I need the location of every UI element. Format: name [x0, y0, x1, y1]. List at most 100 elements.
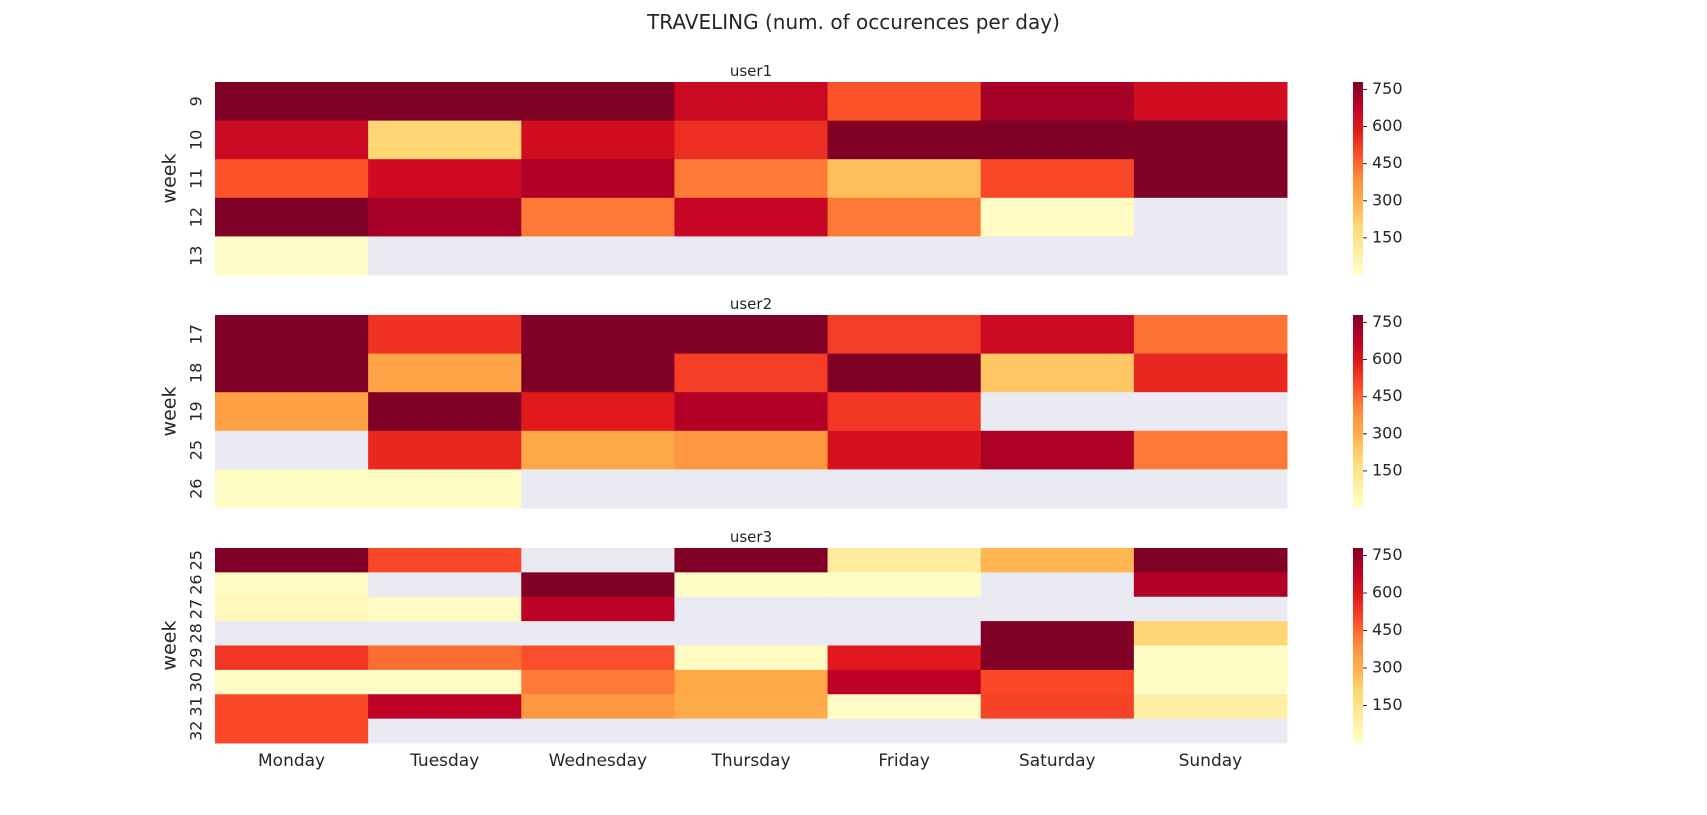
- heatmap-cell: [368, 430, 522, 470]
- heatmap-cell: [521, 669, 675, 695]
- heatmap-cell: [674, 159, 829, 199]
- y-tick-label: 28: [187, 623, 206, 643]
- heatmap-cell: [827, 236, 982, 276]
- colorbar-tick-label: 150: [1372, 227, 1403, 246]
- y-tick-label: 13: [187, 246, 206, 266]
- heatmap-cell: [674, 353, 829, 393]
- y-tick-label: 11: [187, 168, 206, 188]
- heatmap-cell: [521, 718, 675, 744]
- heatmap-cell: [521, 197, 675, 237]
- x-tick-label: Wednesday: [549, 751, 647, 771]
- heatmap-cell: [674, 469, 829, 509]
- y-tick-label: 26: [187, 574, 206, 594]
- colorbar-user1: [1353, 82, 1363, 275]
- y-tick-label: 30: [187, 672, 206, 692]
- heatmap-cell: [980, 645, 1135, 671]
- heatmap-cell: [215, 596, 369, 622]
- heatmap-cell: [368, 392, 522, 432]
- heatmap-cell: [827, 197, 982, 237]
- heatmap-cell: [1133, 669, 1288, 695]
- heatmap-cell: [1133, 315, 1288, 355]
- y-tick-label: 9: [187, 96, 206, 106]
- heatmap-cell: [827, 572, 982, 598]
- colorbar-tick-label: 450: [1372, 153, 1403, 172]
- y-tick-label: 19: [187, 401, 206, 421]
- heatmap-cell: [521, 694, 675, 720]
- heatmap-cell: [368, 694, 522, 720]
- heatmap-cell: [674, 596, 829, 622]
- heatmap-cell: [368, 469, 522, 509]
- heatmap-cell: [674, 82, 829, 122]
- colorbar-tick-label: 300: [1372, 423, 1403, 442]
- heatmap-cell: [215, 82, 369, 122]
- heatmap-cell: [521, 596, 675, 622]
- heatmap-cell: [674, 694, 829, 720]
- heatmap-cell: [674, 120, 829, 160]
- heatmap-cell: [215, 572, 369, 598]
- heatmap-cell: [827, 315, 982, 355]
- heatmap-cell: [980, 120, 1135, 160]
- heatmap-cell: [368, 315, 522, 355]
- heatmap-cell: [980, 718, 1135, 744]
- heatmap-cell: [521, 392, 675, 432]
- heatmap-cell: [368, 548, 522, 573]
- y-tick-label: 27: [187, 599, 206, 619]
- heatmap-cell: [827, 353, 982, 393]
- heatmap-cell: [827, 82, 982, 122]
- heatmap-cell: [980, 430, 1135, 470]
- panel-title-user2: user2: [730, 295, 772, 313]
- heatmap-cell: [215, 353, 369, 393]
- heatmap-cell: [980, 621, 1135, 646]
- heatmap-cell: [521, 572, 675, 598]
- panel-title-user1: user1: [730, 62, 772, 80]
- heatmap-cell: [215, 548, 369, 573]
- heatmap-cell: [1133, 159, 1288, 199]
- heatmap-cell: [368, 596, 522, 622]
- y-tick-label: 12: [187, 207, 206, 227]
- colorbar-tick-label: 600: [1372, 583, 1403, 602]
- heatmap-cell: [1133, 469, 1288, 509]
- heatmap-cell: [215, 236, 369, 276]
- heatmap-cell: [215, 120, 369, 160]
- heatmap-cell: [368, 572, 522, 598]
- heatmap-cell: [521, 469, 675, 509]
- heatmap-cell: [368, 645, 522, 671]
- heatmap-cell: [215, 718, 369, 744]
- colorbar-tick-label: 450: [1372, 386, 1403, 405]
- heatmap-cell: [674, 718, 829, 744]
- heatmap-cell: [827, 548, 982, 573]
- heatmap-cell: [827, 718, 982, 744]
- heatmap-cell: [674, 669, 829, 695]
- y-tick-label: 25: [187, 440, 206, 460]
- colorbar-tick-label: 750: [1372, 79, 1403, 98]
- heatmap-cell: [980, 469, 1135, 509]
- heatmap-cell: [980, 548, 1135, 573]
- heatmap-cell: [215, 694, 369, 720]
- heatmap-cell: [368, 236, 522, 276]
- x-tick-label: Saturday: [1019, 751, 1096, 771]
- heatmap-cell: [674, 548, 829, 573]
- heatmap-cell: [827, 596, 982, 622]
- heatmap-cell: [215, 430, 369, 470]
- heatmap-cell: [368, 353, 522, 393]
- heatmap-cell: [521, 159, 675, 199]
- heatmap-cell: [1133, 353, 1288, 393]
- heatmap-cell: [980, 669, 1135, 695]
- heatmap-cell: [980, 159, 1135, 199]
- heatmap-cell: [674, 392, 829, 432]
- heatmap-cell: [1133, 718, 1288, 744]
- colorbar-tick-label: 450: [1372, 620, 1403, 639]
- heatmap-cell: [827, 621, 982, 646]
- heatmap-cell: [1133, 645, 1288, 671]
- heatmap-cell: [980, 572, 1135, 598]
- heatmap-cell: [1133, 197, 1288, 237]
- y-tick-label: 29: [187, 648, 206, 668]
- heatmap-cell: [215, 315, 369, 355]
- heatmap-cell: [215, 469, 369, 509]
- heatmap-cell: [827, 430, 982, 470]
- x-tick-label: Tuesday: [409, 751, 479, 771]
- heatmap-cell: [827, 159, 982, 199]
- heatmap-cell: [827, 392, 982, 432]
- heatmap-cell: [215, 621, 369, 646]
